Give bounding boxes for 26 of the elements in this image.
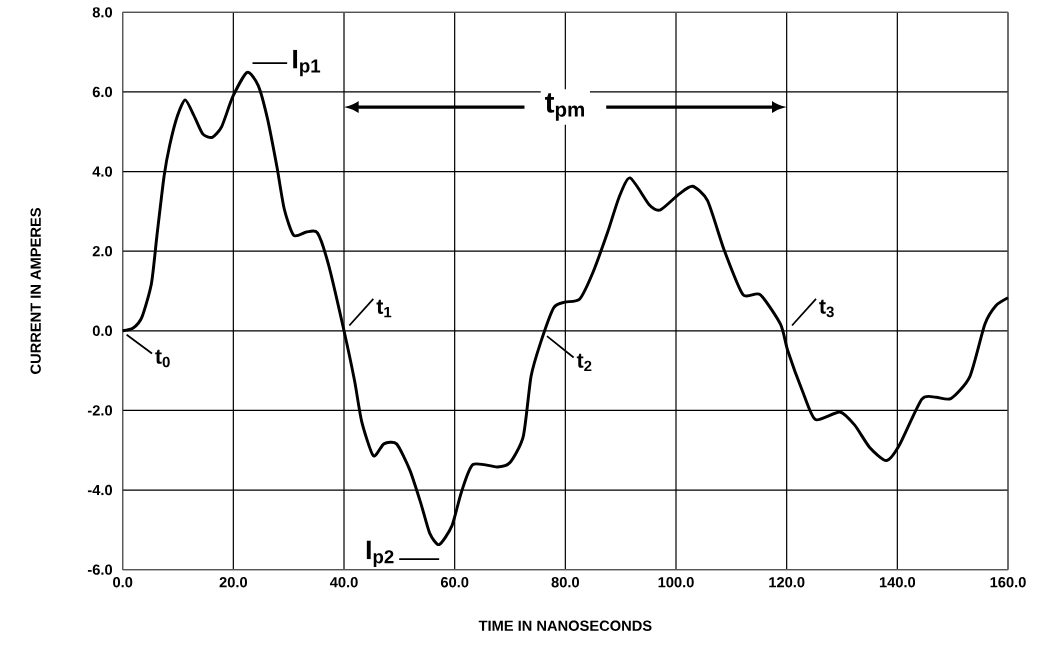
y-tick-label: 0.0: [92, 325, 113, 336]
x-tick-label: 60.0: [440, 577, 469, 588]
y-axis-title: CURRENT IN AMPERES: [30, 208, 41, 374]
x-axis-title: TIME IN NANOSECONDS: [478, 620, 652, 631]
y-tick-label: -6.0: [87, 564, 113, 575]
y-tick-label: -4.0: [87, 484, 113, 496]
annotation: I$_{p2}$: [366, 540, 394, 568]
y-tick-label: 2.0: [92, 246, 113, 257]
y-tick-label: 8.0: [92, 7, 113, 18]
y-tick-label: 6.0: [92, 86, 113, 98]
x-tick-label: 0.0: [113, 577, 133, 588]
y-tick-label: -2.0: [87, 405, 113, 416]
annotation: t$_{1}$: [376, 299, 392, 318]
x-tick-label: 80.0: [551, 577, 579, 588]
x-tick-label: 40.0: [329, 577, 358, 588]
y-tick-label: 4.0: [92, 166, 113, 177]
x-tick-label: 140.0: [879, 577, 916, 588]
x-tick-label: 160.0: [990, 577, 1026, 588]
annotation: t$_{3}$: [819, 299, 834, 318]
annotation: I$_{p1}$: [293, 49, 321, 77]
x-tick-label: 120.0: [769, 577, 805, 588]
annotation: t$_{0}$: [155, 349, 170, 368]
x-tick-label: 20.0: [219, 577, 247, 588]
x-tick-label: 100.0: [658, 577, 694, 588]
annotation: t$_{pm}$: [545, 93, 585, 121]
annotation: t$_{2}$: [576, 353, 592, 372]
